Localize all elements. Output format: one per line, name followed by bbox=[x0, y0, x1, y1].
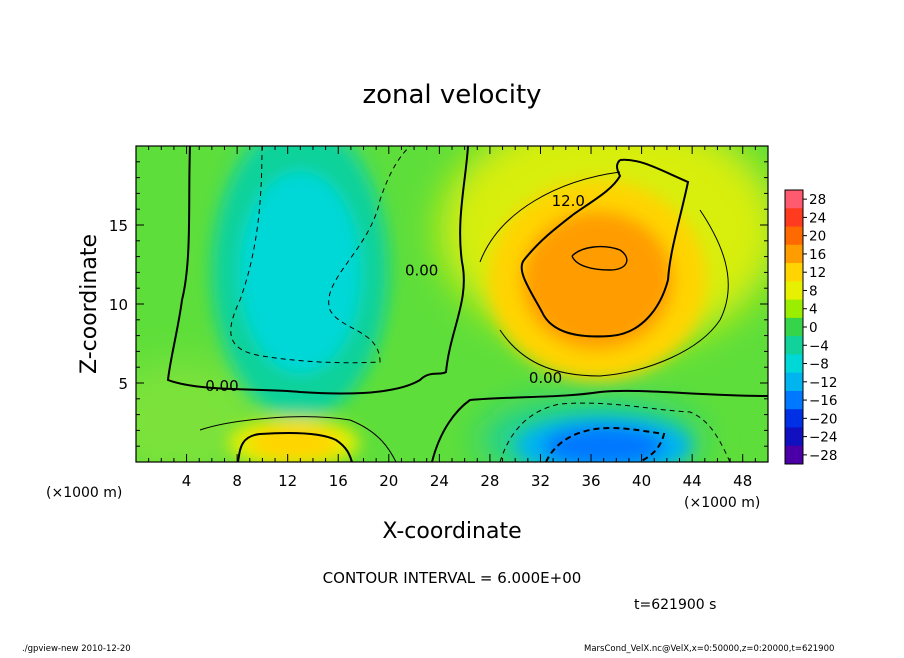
chart-title: zonal velocity bbox=[362, 80, 541, 110]
colorbar-swatch bbox=[785, 372, 803, 392]
plot-area: 12.0 0.00 0.00 0.00 bbox=[136, 146, 768, 462]
colorbar-swatch bbox=[785, 263, 803, 282]
colorbar-label: 8 bbox=[809, 283, 818, 299]
colorbar-label: 24 bbox=[809, 210, 826, 226]
colorbar-label: 28 bbox=[809, 192, 826, 208]
colorbar-label: −28 bbox=[809, 448, 838, 464]
colorbar-swatch bbox=[785, 317, 803, 337]
x-unit-label-right: (×1000 m) bbox=[684, 495, 760, 511]
colorbar-swatch bbox=[785, 299, 803, 319]
x-tick-label: 32 bbox=[531, 472, 550, 490]
colorbar: 28 24 20 16 12 8 4 0 −4 −8 −12 −16 −20 −24 −28 bbox=[784, 189, 838, 465]
contour-label: 0.00 bbox=[529, 369, 562, 387]
contour-zero-bottom bbox=[431, 389, 768, 462]
region-negative-surface bbox=[543, 425, 665, 462]
footer-left: ./gpview-new 2010-12-20 bbox=[22, 644, 131, 654]
footer-right: MarsCond_VelX.nc@VelX,x=0:50000,z=0:2000… bbox=[584, 644, 834, 654]
x-tick-label: 36 bbox=[581, 472, 600, 490]
x-tick-label: 20 bbox=[379, 472, 398, 490]
colorbar-swatch bbox=[785, 409, 803, 428]
colorbar-swatch bbox=[785, 226, 803, 246]
field-band-greenish bbox=[136, 360, 260, 462]
colorbar-label: −8 bbox=[809, 357, 829, 373]
colorbar-swatch bbox=[785, 190, 803, 209]
colorbar-swatch bbox=[785, 336, 803, 355]
contour-zero-left bbox=[166, 146, 469, 395]
x-tick-label: 16 bbox=[329, 472, 348, 490]
x-tick-label: 40 bbox=[632, 472, 651, 490]
colorbar-label: 0 bbox=[809, 320, 818, 336]
colorbar-swatch bbox=[785, 354, 803, 374]
colorbar-label: 20 bbox=[809, 229, 826, 245]
contour-neg12-bottom bbox=[545, 426, 666, 462]
contour-label: 0.00 bbox=[405, 262, 438, 280]
x-tick-label: 12 bbox=[278, 472, 297, 490]
y-tick-label: 5 bbox=[118, 375, 128, 393]
y-tick-label: 10 bbox=[109, 296, 128, 314]
x-tick-label: 48 bbox=[733, 472, 752, 490]
y-tick-label: 15 bbox=[109, 217, 128, 235]
contour-18 bbox=[571, 245, 628, 271]
regions-layer bbox=[213, 146, 707, 462]
contour-labels: 12.0 0.00 0.00 0.00 bbox=[205, 192, 585, 395]
contour-12-bottom bbox=[237, 431, 353, 462]
x-axis-label: X-coordinate bbox=[382, 519, 521, 544]
colorbar-swatch bbox=[785, 244, 803, 264]
x-tick-label: 4 bbox=[182, 472, 192, 490]
colorbar-label: −4 bbox=[809, 338, 829, 354]
colorbar-swatch bbox=[785, 427, 803, 447]
region-positive-surface bbox=[248, 425, 340, 461]
contour-interval-text: CONTOUR INTERVAL = 6.000E+00 bbox=[323, 569, 582, 587]
x-tick-label: 28 bbox=[480, 472, 499, 490]
colorbar-label: 4 bbox=[809, 302, 818, 318]
contour-label: 12.0 bbox=[552, 192, 585, 210]
contour-neg6-bottom bbox=[499, 402, 731, 462]
x-unit-label-left: (×1000 m) bbox=[46, 485, 122, 501]
y-axis-label: Z-coordinate bbox=[77, 234, 102, 374]
x-tick-label: 44 bbox=[683, 472, 702, 490]
colorbar-label: 16 bbox=[809, 247, 826, 263]
time-text: t=621900 s bbox=[634, 597, 716, 613]
x-axis: 4 8 12 16 20 24 28 32 36 40 44 48 bbox=[148, 146, 756, 490]
colorbar-swatch bbox=[785, 445, 803, 465]
colorbar-swatch bbox=[785, 208, 803, 228]
colorbar-label: −16 bbox=[809, 393, 838, 409]
contour-lines bbox=[166, 146, 768, 462]
contour-12 bbox=[520, 158, 690, 338]
colorbar-swatch bbox=[785, 390, 803, 410]
contour-6-right bbox=[479, 171, 729, 377]
region-positive-core bbox=[521, 210, 674, 350]
x-tick-label: 8 bbox=[232, 472, 242, 490]
colorbar-label: −20 bbox=[809, 411, 838, 427]
colorbar-label: 12 bbox=[809, 265, 826, 281]
colorbar-label: −24 bbox=[809, 430, 838, 446]
colorbar-swatch bbox=[785, 281, 803, 301]
contour-label: 0.00 bbox=[205, 377, 238, 395]
y-axis: 5 10 15 bbox=[109, 161, 768, 447]
colorbar-label: −12 bbox=[809, 375, 838, 391]
region-negative-column bbox=[239, 171, 361, 374]
contour-6-bottom bbox=[199, 416, 397, 462]
x-tick-label: 24 bbox=[430, 472, 449, 490]
